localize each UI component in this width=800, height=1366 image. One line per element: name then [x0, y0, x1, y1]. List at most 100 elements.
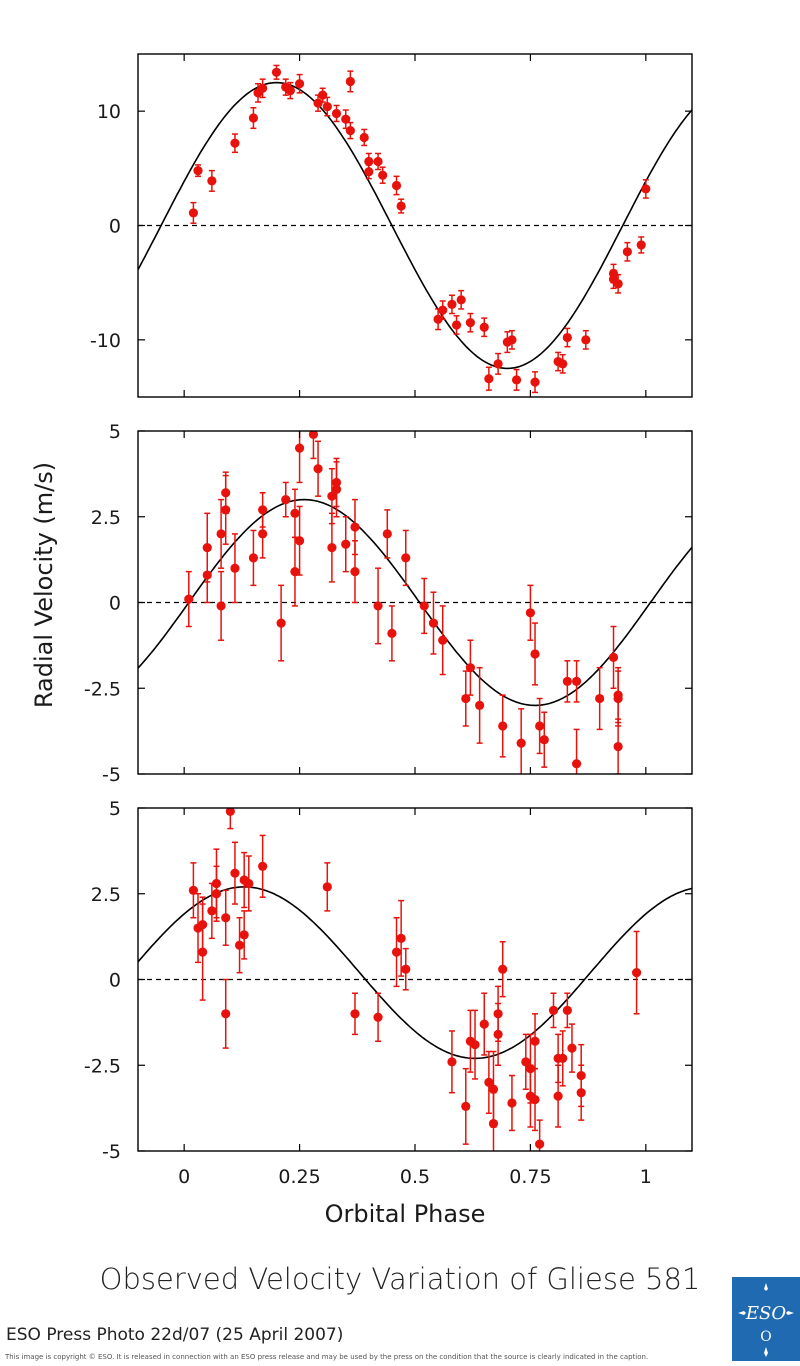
- data-point: [516, 738, 526, 748]
- data-point: [313, 98, 323, 108]
- data-point: [322, 101, 332, 112]
- data-point: [396, 933, 406, 943]
- data-point: [530, 377, 540, 387]
- data-point: [258, 83, 268, 93]
- data-point: [525, 608, 536, 618]
- y-tick-label: 0: [109, 970, 121, 992]
- y-tick-label: 5: [109, 421, 121, 443]
- model-curve: [138, 886, 692, 1060]
- data-point: [493, 1009, 503, 1019]
- data-point: [571, 759, 582, 769]
- y-tick-label: 0: [109, 593, 121, 615]
- data-point: [456, 295, 466, 305]
- y-tick-label: -5: [102, 1141, 121, 1163]
- data-point: [184, 594, 194, 604]
- data-point: [479, 322, 489, 332]
- data-point: [391, 947, 402, 957]
- data-point: [401, 964, 411, 974]
- data-point: [281, 495, 291, 505]
- y-tick-label: -2.5: [84, 678, 121, 700]
- data-point: [595, 693, 605, 704]
- data-point: [234, 940, 245, 950]
- x-tick-label: 0.25: [278, 1166, 320, 1188]
- data-point: [230, 868, 240, 878]
- data-point: [562, 332, 572, 343]
- data-point: [387, 628, 397, 638]
- data-point: [507, 335, 517, 345]
- data-point: [401, 553, 411, 563]
- data-point: [391, 180, 402, 191]
- data-point: [530, 1036, 540, 1046]
- data-point: [327, 543, 337, 553]
- data-point: [470, 1040, 480, 1050]
- data-point: [632, 968, 642, 978]
- data-point: [216, 529, 226, 539]
- data-point: [230, 563, 240, 573]
- data-point: [488, 1118, 499, 1129]
- data-point: [207, 176, 217, 186]
- data-point: [608, 652, 619, 662]
- data-point: [576, 1088, 586, 1098]
- data-point: [188, 208, 198, 218]
- eso-logo-text: ESO: [745, 1303, 786, 1324]
- data-point: [221, 488, 231, 498]
- data-point: [613, 693, 623, 704]
- data-point: [636, 240, 646, 250]
- x-tick-label: 0.5: [400, 1166, 430, 1188]
- data-point: [548, 1005, 559, 1015]
- data-point: [484, 1077, 494, 1087]
- y-tick-label: 10: [97, 101, 121, 123]
- panel-3: 5 2.5 0 -2.5 -5 0 0.25 0.5 0.75 1: [84, 798, 693, 1188]
- data-point: [433, 314, 443, 324]
- data-point: [498, 721, 508, 731]
- x-tick-label: 1: [640, 1166, 652, 1188]
- eso-logo: ESO O: [732, 1277, 800, 1361]
- copyright-notice: This image is copyright © ESO. It is rel…: [5, 1353, 649, 1361]
- data-point: [322, 882, 332, 892]
- data-point: [498, 964, 508, 974]
- data-point: [364, 167, 374, 177]
- data-point: [188, 885, 198, 895]
- data-point: [294, 536, 305, 546]
- data-point: [211, 889, 222, 899]
- data-point: [341, 114, 351, 124]
- data-point: [419, 601, 429, 611]
- data-point: [290, 567, 300, 577]
- data-point: [202, 543, 212, 553]
- velocity-figure: 10 0 -10 5 2.5 0 -2.5 -5 5 2.5 0 -2.5 -5 0 0.25 0.5 0.75…: [30, 53, 693, 1228]
- data-point: [364, 156, 374, 167]
- data-point: [447, 1057, 457, 1067]
- data-point: [530, 1094, 540, 1105]
- model-curve: [138, 81, 692, 370]
- data-point: [507, 1098, 517, 1108]
- press-photo-credit: ESO Press Photo 22d/07 (25 April 2007): [6, 1325, 344, 1345]
- data-point: [613, 741, 623, 752]
- data-point: [248, 553, 259, 563]
- data-point: [622, 247, 632, 257]
- data-point: [221, 913, 231, 923]
- data-point: [271, 67, 282, 77]
- y-tick-label: -2.5: [84, 1055, 121, 1077]
- data-point: [475, 700, 485, 711]
- data-point: [535, 1139, 545, 1149]
- data-point: [258, 861, 268, 871]
- data-points: [188, 64, 651, 394]
- svg-text:O: O: [760, 1329, 771, 1345]
- data-point: [558, 1053, 568, 1063]
- data-point: [530, 649, 540, 659]
- data-point: [313, 464, 323, 474]
- data-point: [488, 1084, 499, 1094]
- data-point: [285, 85, 295, 96]
- data-point: [479, 1019, 489, 1029]
- y-tick-label: -5: [102, 764, 121, 786]
- data-point: [258, 529, 268, 539]
- data-point: [193, 166, 203, 176]
- data-point: [373, 601, 383, 611]
- y-tick-label: 2.5: [91, 507, 121, 529]
- data-point: [359, 132, 369, 143]
- data-point: [294, 443, 305, 453]
- data-point: [641, 184, 651, 194]
- data-point: [581, 335, 591, 345]
- data-point: [553, 1091, 563, 1101]
- data-point: [511, 375, 522, 385]
